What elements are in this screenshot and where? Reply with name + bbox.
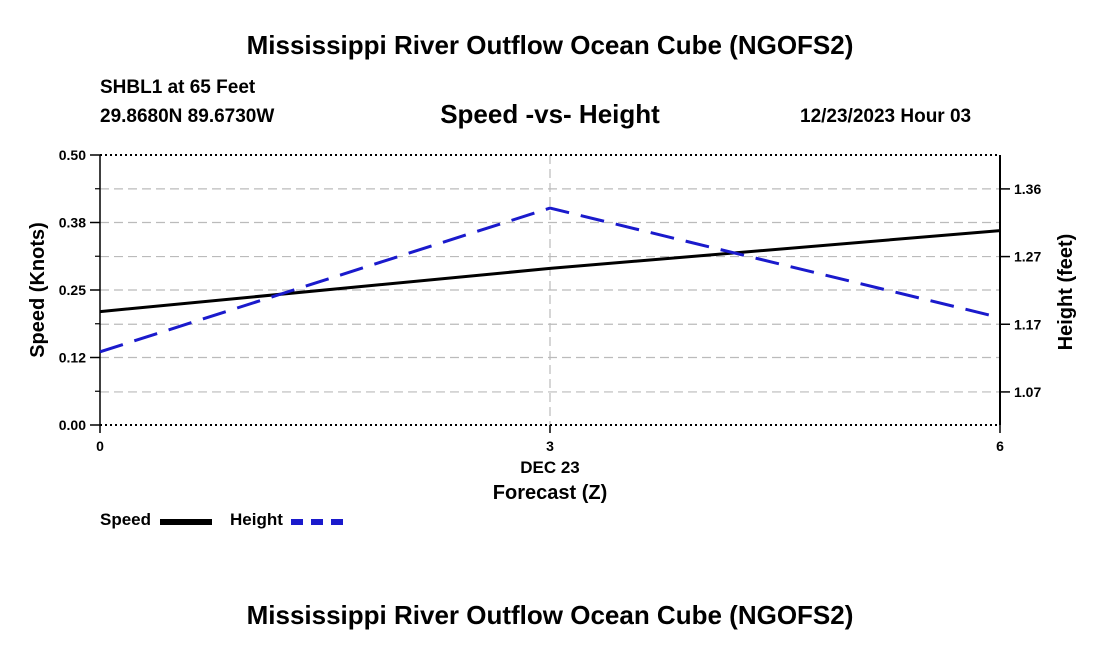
- y-right-tick-label: 1.27: [1014, 249, 1041, 265]
- x-tick-label: 3: [546, 438, 554, 454]
- y-left-axis-title: Speed (Knots): [27, 222, 49, 358]
- x-tick-label: 0: [96, 438, 104, 454]
- legend-swatch-height: [291, 519, 343, 525]
- y-right-axis-title: Height (feet): [1055, 234, 1077, 351]
- x-tick-label: 6: [996, 438, 1004, 454]
- datetime-label: 12/23/2023 Hour 03: [800, 106, 972, 127]
- y-left-tick-label: 0.50: [59, 147, 86, 163]
- y-left-tick-label: 0.00: [59, 417, 86, 433]
- x-axis-title: Forecast (Z): [492, 482, 608, 504]
- y-right-tick-label: 1.17: [1014, 316, 1041, 332]
- y-left-tick-label: 0.12: [59, 350, 86, 366]
- station-label: SHBL1 at 65 Feet: [100, 77, 256, 98]
- legend-label-speed: Speed: [100, 510, 152, 529]
- y-left-tick-label: 0.38: [59, 215, 86, 231]
- chart-title: Speed -vs- Height: [440, 99, 660, 129]
- page-title: Mississippi River Outflow Ocean Cube (NG…: [246, 30, 854, 60]
- y-right-tick-label: 1.36: [1014, 181, 1041, 197]
- legend-label-height: Height: [230, 510, 283, 529]
- legend-swatch-speed: [160, 519, 212, 525]
- page-title-bottom: Mississippi River Outflow Ocean Cube (NG…: [246, 600, 854, 630]
- series-line-speed: [99, 229, 1001, 314]
- x-date-label: DEC 23: [520, 458, 580, 477]
- coordinates-label: 29.8680N 89.6730W: [100, 106, 275, 127]
- y-left-tick-label: 0.25: [59, 282, 86, 298]
- y-right-tick-label: 1.07: [1014, 384, 1041, 400]
- series-line-height: [99, 206, 1001, 354]
